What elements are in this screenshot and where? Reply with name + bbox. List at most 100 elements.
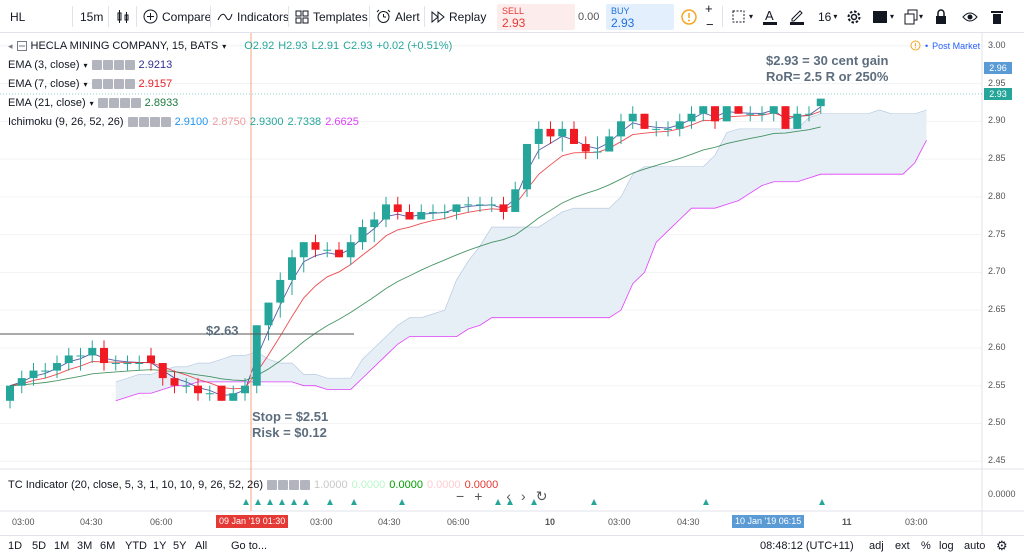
auto-label: auto (964, 540, 986, 552)
close-icon[interactable] (149, 117, 160, 127)
legend-buttons[interactable] (127, 117, 171, 127)
more-icon[interactable] (124, 60, 135, 70)
range-button[interactable]: 1D (8, 540, 23, 552)
post-market-indicator[interactable]: • Post Market (910, 40, 980, 51)
visibility-button[interactable] (962, 0, 978, 33)
gear-icon[interactable] (108, 98, 119, 108)
auto-toggle[interactable]: auto (964, 540, 985, 552)
caret-down-icon[interactable]: ▾ (89, 98, 94, 108)
ema7-value: 2.9157 (138, 78, 173, 90)
replay-icon (431, 10, 445, 23)
ichimoku-conversion: 2.9100 (174, 116, 209, 128)
candle-body (617, 121, 625, 137)
select-tool-button[interactable]: ▾ (731, 0, 753, 33)
range-button[interactable]: 6M (100, 540, 116, 552)
pencil-button[interactable] (789, 0, 805, 33)
caret-down-icon[interactable]: ▾ (222, 41, 227, 51)
candle-body (335, 249, 343, 258)
interval-button[interactable]: 15m (80, 0, 103, 33)
scroll-left-button[interactable]: ‹ (506, 488, 512, 504)
range-button[interactable]: 3M (77, 540, 93, 552)
log-toggle[interactable]: log (939, 540, 954, 552)
close-icon[interactable] (119, 98, 130, 108)
range-button[interactable]: 1Y (153, 540, 167, 552)
percent-toggle[interactable]: % (921, 540, 931, 552)
goto-button[interactable]: Go to... (231, 540, 267, 552)
caret-down-icon[interactable]: ▾ (83, 60, 88, 70)
ema21-legend[interactable]: EMA (21, close) ▾ 2.8933 (8, 97, 178, 109)
more-icon[interactable] (160, 117, 171, 127)
copy-button[interactable]: ▾ (903, 0, 923, 33)
reset-icon[interactable]: ↻ (535, 488, 548, 504)
more-icon[interactable] (130, 98, 141, 108)
close-icon[interactable] (113, 60, 124, 70)
dotted-square-icon (731, 9, 747, 25)
eye-icon[interactable] (91, 60, 102, 70)
templates-button[interactable]: Templates (295, 0, 368, 33)
chevron-collapse-icon[interactable]: ◂ (8, 40, 13, 51)
eye-icon[interactable] (91, 79, 102, 89)
caret-down-icon: ▾ (919, 12, 924, 21)
divider (722, 6, 723, 27)
legend-buttons[interactable] (266, 480, 310, 490)
close-icon[interactable] (113, 79, 124, 89)
main-series-legend[interactable]: ◂ HECLA MINING COMPANY, 15, BATS ▾ O2.92… (8, 40, 452, 52)
scroll-right-button[interactable]: › (521, 488, 526, 504)
chart-style-button[interactable] (115, 0, 131, 33)
layout-button[interactable]: ▾ (872, 0, 894, 33)
range-button[interactable]: 5D (32, 540, 47, 552)
templates-label: Templates (313, 9, 368, 24)
range-button[interactable]: 1M (54, 540, 70, 552)
text-color-button[interactable]: A (762, 0, 778, 33)
delete-button[interactable] (990, 0, 1004, 33)
eye-icon[interactable] (266, 480, 277, 490)
close-icon[interactable] (288, 480, 299, 490)
candle-body (652, 128, 661, 130)
replay-button[interactable]: Replay (431, 0, 486, 33)
settings-button[interactable] (846, 0, 862, 33)
tc-signal-arrows (243, 499, 825, 505)
zoom-in-button[interactable]: + (705, 0, 713, 25)
lock-button[interactable] (934, 0, 948, 33)
collapse-box-icon[interactable] (16, 41, 27, 51)
zoom-out-button[interactable]: − (456, 488, 465, 504)
symbol-search[interactable]: HL (10, 0, 25, 33)
stop-annotation[interactable]: Stop = $2.51 Risk = $0.12 (252, 409, 328, 441)
range-button[interactable]: All (195, 540, 208, 552)
buy-button[interactable]: BUY 2.93 (606, 4, 674, 30)
gear-icon[interactable] (138, 117, 149, 127)
ichimoku-legend[interactable]: Ichimoku (9, 26, 52, 26) 2.9100 2.8750 2… (8, 116, 359, 128)
gear-icon[interactable] (102, 79, 113, 89)
more-icon[interactable] (299, 480, 310, 490)
entry-annotation[interactable]: $2.63 (206, 323, 239, 338)
zoom-in-button[interactable]: + (474, 488, 483, 504)
adj-toggle[interactable]: adj (869, 540, 884, 552)
eye-icon[interactable] (97, 98, 108, 108)
info-button[interactable] (681, 0, 697, 33)
more-icon[interactable] (124, 79, 135, 89)
gear-icon[interactable] (102, 60, 113, 70)
ema3-legend[interactable]: EMA (3, close) ▾ 2.9213 (8, 59, 172, 71)
legend-buttons[interactable] (91, 79, 135, 89)
clock-label: 08:48:12 (UTC+11) (760, 540, 854, 552)
indicators-button[interactable]: Indicators (217, 0, 289, 33)
font-size-select[interactable]: 16 ▾ (818, 0, 837, 33)
caret-down-icon[interactable]: ▾ (83, 79, 88, 89)
eye-icon[interactable] (127, 117, 138, 127)
ema7-legend[interactable]: EMA (7, close) ▾ 2.9157 (8, 78, 172, 90)
legend-buttons[interactable] (91, 60, 135, 70)
zoom-out-button[interactable]: − (706, 8, 714, 41)
settings-button[interactable]: ⚙ (996, 538, 1008, 554)
sell-button[interactable]: SELL 2.93 (497, 4, 575, 30)
legend-buttons[interactable] (97, 98, 141, 108)
range-button[interactable]: 5Y (173, 540, 187, 552)
tc-indicator-legend[interactable]: TC Indicator (20, close, 5, 3, 1, 10, 10… (8, 479, 498, 491)
price-chart[interactable] (0, 33, 1024, 535)
gain-annotation[interactable]: $2.93 = 30 cent gain RoR= 2.5 R or 250% (766, 53, 888, 85)
alert-button[interactable]: Alert (376, 0, 420, 33)
ext-toggle[interactable]: ext (895, 540, 910, 552)
candle-body (440, 211, 449, 213)
range-button[interactable]: YTD (125, 540, 147, 552)
gear-icon[interactable] (277, 480, 288, 490)
compare-button[interactable]: Compare (143, 0, 211, 33)
